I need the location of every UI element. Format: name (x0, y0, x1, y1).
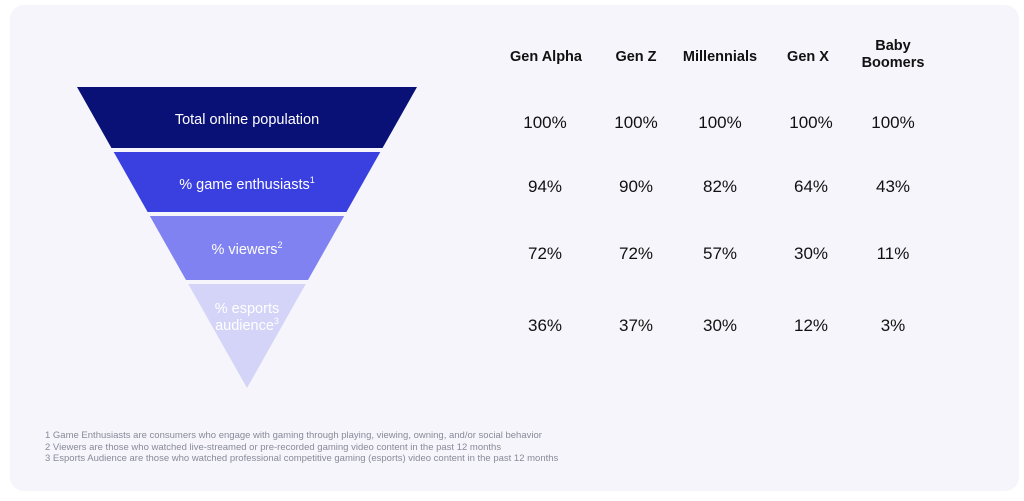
table-cell: 100% (523, 113, 567, 132)
funnel-label-esports-audience: % esports (215, 301, 279, 317)
funnel-label-viewers: % viewers2 (211, 240, 282, 258)
table-cell: 94% (527, 177, 563, 196)
table-cell: 90% (618, 177, 654, 196)
table-cell: 57% (702, 244, 738, 263)
column-header-gen-alpha: Gen Alpha (510, 49, 582, 65)
table-cell: 36% (527, 316, 563, 335)
table-cell: 30% (793, 244, 829, 263)
table-cell: 100% (614, 113, 658, 132)
table-cell: 72% (618, 244, 654, 263)
footnote-1: 1 Game Enthusiasts are consumers who eng… (45, 430, 542, 441)
column-header-millennials: Millennials (682, 49, 758, 65)
table-cell: 100% (871, 113, 915, 132)
funnel-label-total-online-population: Total online population (175, 112, 319, 128)
table-cell: 100% (698, 113, 742, 132)
column-header-baby-boomers-line: Boomers (861, 55, 925, 71)
table-cell: 64% (793, 177, 829, 196)
table-cell: 72% (527, 244, 563, 263)
table-cell: 30% (702, 316, 738, 335)
footnote-3: 3 Esports Audience are those who watched… (45, 453, 559, 464)
funnel-stage-total-online-population (77, 87, 417, 148)
column-header-baby-boomers: Baby Boomers (838, 38, 948, 72)
table-cell: 43% (875, 177, 911, 196)
column-header-baby-boomers-line: Baby (875, 38, 911, 54)
funnel-stage-viewers (149, 216, 345, 280)
table-cell: 37% (618, 316, 654, 335)
table-cell: 11% (876, 244, 910, 263)
funnel-stage-game-enthusiasts (113, 152, 381, 212)
funnel-stage-esports-audience (188, 284, 306, 388)
footnote-marker: 3 (274, 316, 279, 326)
table-cell: 82% (702, 177, 738, 196)
footnote-2: 2 Viewers are those who watched live-str… (45, 441, 502, 453)
footnotes: 1 Game Enthusiasts are consumers who eng… (45, 430, 558, 465)
funnel-label-game-enthusiasts: % game enthusiasts1 (179, 175, 315, 193)
table-cell: 3% (880, 316, 906, 335)
footnote-marker: 2 (278, 240, 283, 250)
column-header-gen-z: Gen Z (615, 49, 657, 65)
funnel-label-esports-audience: audience3 (215, 316, 279, 334)
column-header-gen-x: Gen X (787, 49, 829, 65)
footnote-marker: 1 (310, 175, 315, 185)
table-cell: 100% (789, 113, 833, 132)
table-cell: 12% (793, 316, 829, 335)
